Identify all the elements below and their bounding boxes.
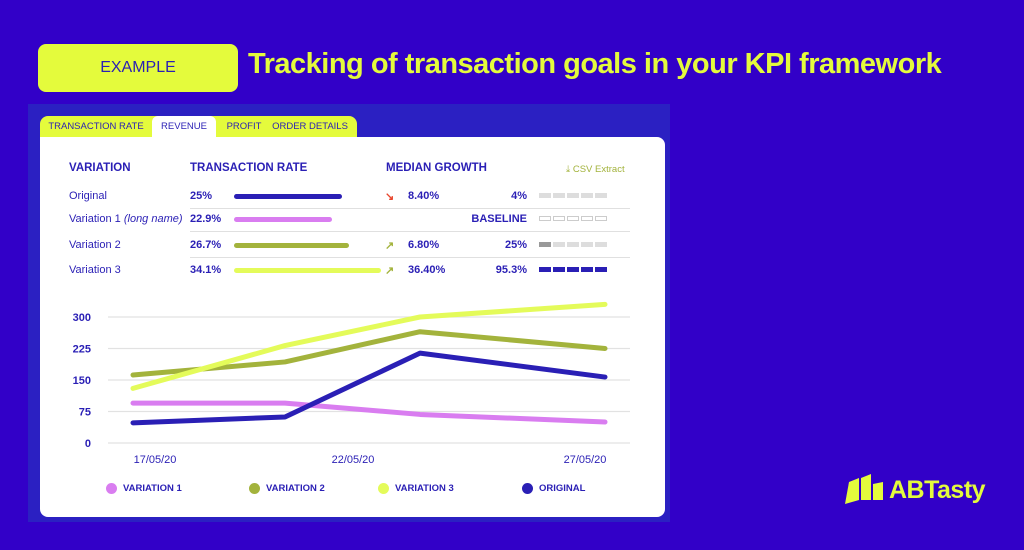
score-segment (581, 242, 593, 247)
score-meter (539, 267, 609, 272)
rate-value: 26.7% (190, 239, 222, 251)
rate-bar (234, 243, 349, 248)
tab-revenue-bg (152, 116, 216, 140)
score-segment (539, 216, 551, 221)
score-meter (539, 193, 609, 198)
y-tick-label: 0 (85, 438, 91, 450)
legend-label: VARIATION 3 (395, 483, 454, 494)
score-segment (539, 242, 551, 247)
score-segment (581, 216, 593, 221)
x-tick-label: 22/05/20 (332, 454, 375, 466)
legend-label: VARIATION 1 (123, 483, 182, 494)
legend-dot-icon (378, 483, 389, 494)
score-segment (567, 193, 579, 198)
row-divider (190, 231, 630, 232)
abtasty-logo: ABTasty (843, 474, 986, 506)
trend-up-icon: ↗ (385, 240, 395, 252)
growth-value: 6.80% (408, 239, 440, 251)
example-badge: EXAMPLE (38, 44, 238, 92)
legend-dot-icon (106, 483, 117, 494)
rate-bar (234, 194, 342, 199)
legend-dot-icon (522, 483, 533, 494)
csv-label: CSV Extract (572, 164, 625, 175)
col-transaction-rate: TRANSACTION RATE (190, 162, 308, 174)
series-line-variation-1 (130, 400, 608, 425)
content-card (40, 137, 665, 517)
download-icon: ⤓ (566, 164, 573, 175)
score-segment (553, 242, 565, 247)
variation-name: Variation 3 (69, 264, 121, 276)
logo-mark-icon (845, 474, 883, 504)
score-segment (567, 267, 579, 272)
score-meter (539, 242, 609, 247)
score-segment (595, 216, 607, 221)
trend-down-icon: ↘ (385, 191, 395, 203)
col-median-growth: MEDIAN GROWTH (386, 162, 487, 174)
score-meter (539, 216, 609, 221)
variation-name: Variation 1 (long name) (69, 213, 183, 225)
x-tick-label: 27/05/20 (564, 454, 607, 466)
variation-name: Original (69, 190, 107, 202)
logo-text: ABTasty (889, 475, 986, 504)
page-title: Tracking of transaction goals in your KP… (248, 48, 942, 80)
y-tick-label: 75 (79, 407, 91, 419)
growth-value: 8.40% (408, 190, 440, 202)
score-segment (595, 242, 607, 247)
tab-transaction-rate[interactable]: TRANSACTION RATE (48, 121, 144, 132)
trend-up-icon: ↗ (385, 265, 395, 277)
score-segment (553, 267, 565, 272)
score-value: 4% (511, 190, 527, 202)
score-segment (539, 193, 551, 198)
legend-item: VARIATION 3 (378, 483, 454, 494)
series-line-original (130, 350, 608, 426)
legend-dot-icon (249, 483, 260, 494)
legend-label: ORIGINAL (539, 483, 586, 494)
tab-revenue[interactable]: REVENUE (161, 121, 207, 132)
score-segment (553, 193, 565, 198)
score-segment (595, 193, 607, 198)
series-line-variation-3 (130, 301, 608, 391)
y-tick-label: 225 (73, 344, 91, 356)
row-divider (190, 257, 630, 258)
score-segment (553, 216, 565, 221)
score-segment (567, 242, 579, 247)
score-segment (595, 267, 607, 272)
name: Variation 1 (69, 213, 121, 225)
name: Variation 3 (69, 264, 121, 276)
rate-bar (234, 217, 333, 222)
row-divider (190, 208, 630, 209)
variation-name: Variation 2 (69, 239, 121, 251)
name-suffix: (long name) (123, 213, 183, 225)
y-tick-label: 300 (73, 312, 91, 324)
score-value: BASELINE (471, 213, 527, 225)
legend-label: VARIATION 2 (266, 483, 325, 494)
tab-profit[interactable]: PROFIT (226, 121, 262, 132)
score-value: 95.3% (495, 264, 527, 276)
legend-item: ORIGINAL (522, 483, 585, 494)
rate-value: 22.9% (190, 213, 222, 225)
growth-value: 36.40% (408, 264, 446, 276)
csv-extract-button[interactable]: ⤓ CSV Extract (566, 164, 625, 175)
col-variation: VARIATION (69, 162, 131, 174)
x-tick-label: 17/05/20 (134, 454, 177, 466)
score-segment (567, 216, 579, 221)
score-segment (539, 267, 551, 272)
rate-value: 25% (190, 190, 213, 202)
score-segment (581, 193, 593, 198)
name: Original (69, 190, 107, 202)
y-tick-label: 150 (73, 375, 91, 387)
tab-order-details[interactable]: ORDER DETAILS (272, 121, 348, 132)
legend-item: VARIATION 2 (249, 483, 325, 494)
legend-item: VARIATION 1 (106, 483, 182, 494)
name: Variation 2 (69, 239, 121, 251)
rate-value: 34.1% (190, 264, 222, 276)
rate-bar (234, 268, 381, 273)
score-value: 25% (504, 239, 527, 251)
score-segment (581, 267, 593, 272)
